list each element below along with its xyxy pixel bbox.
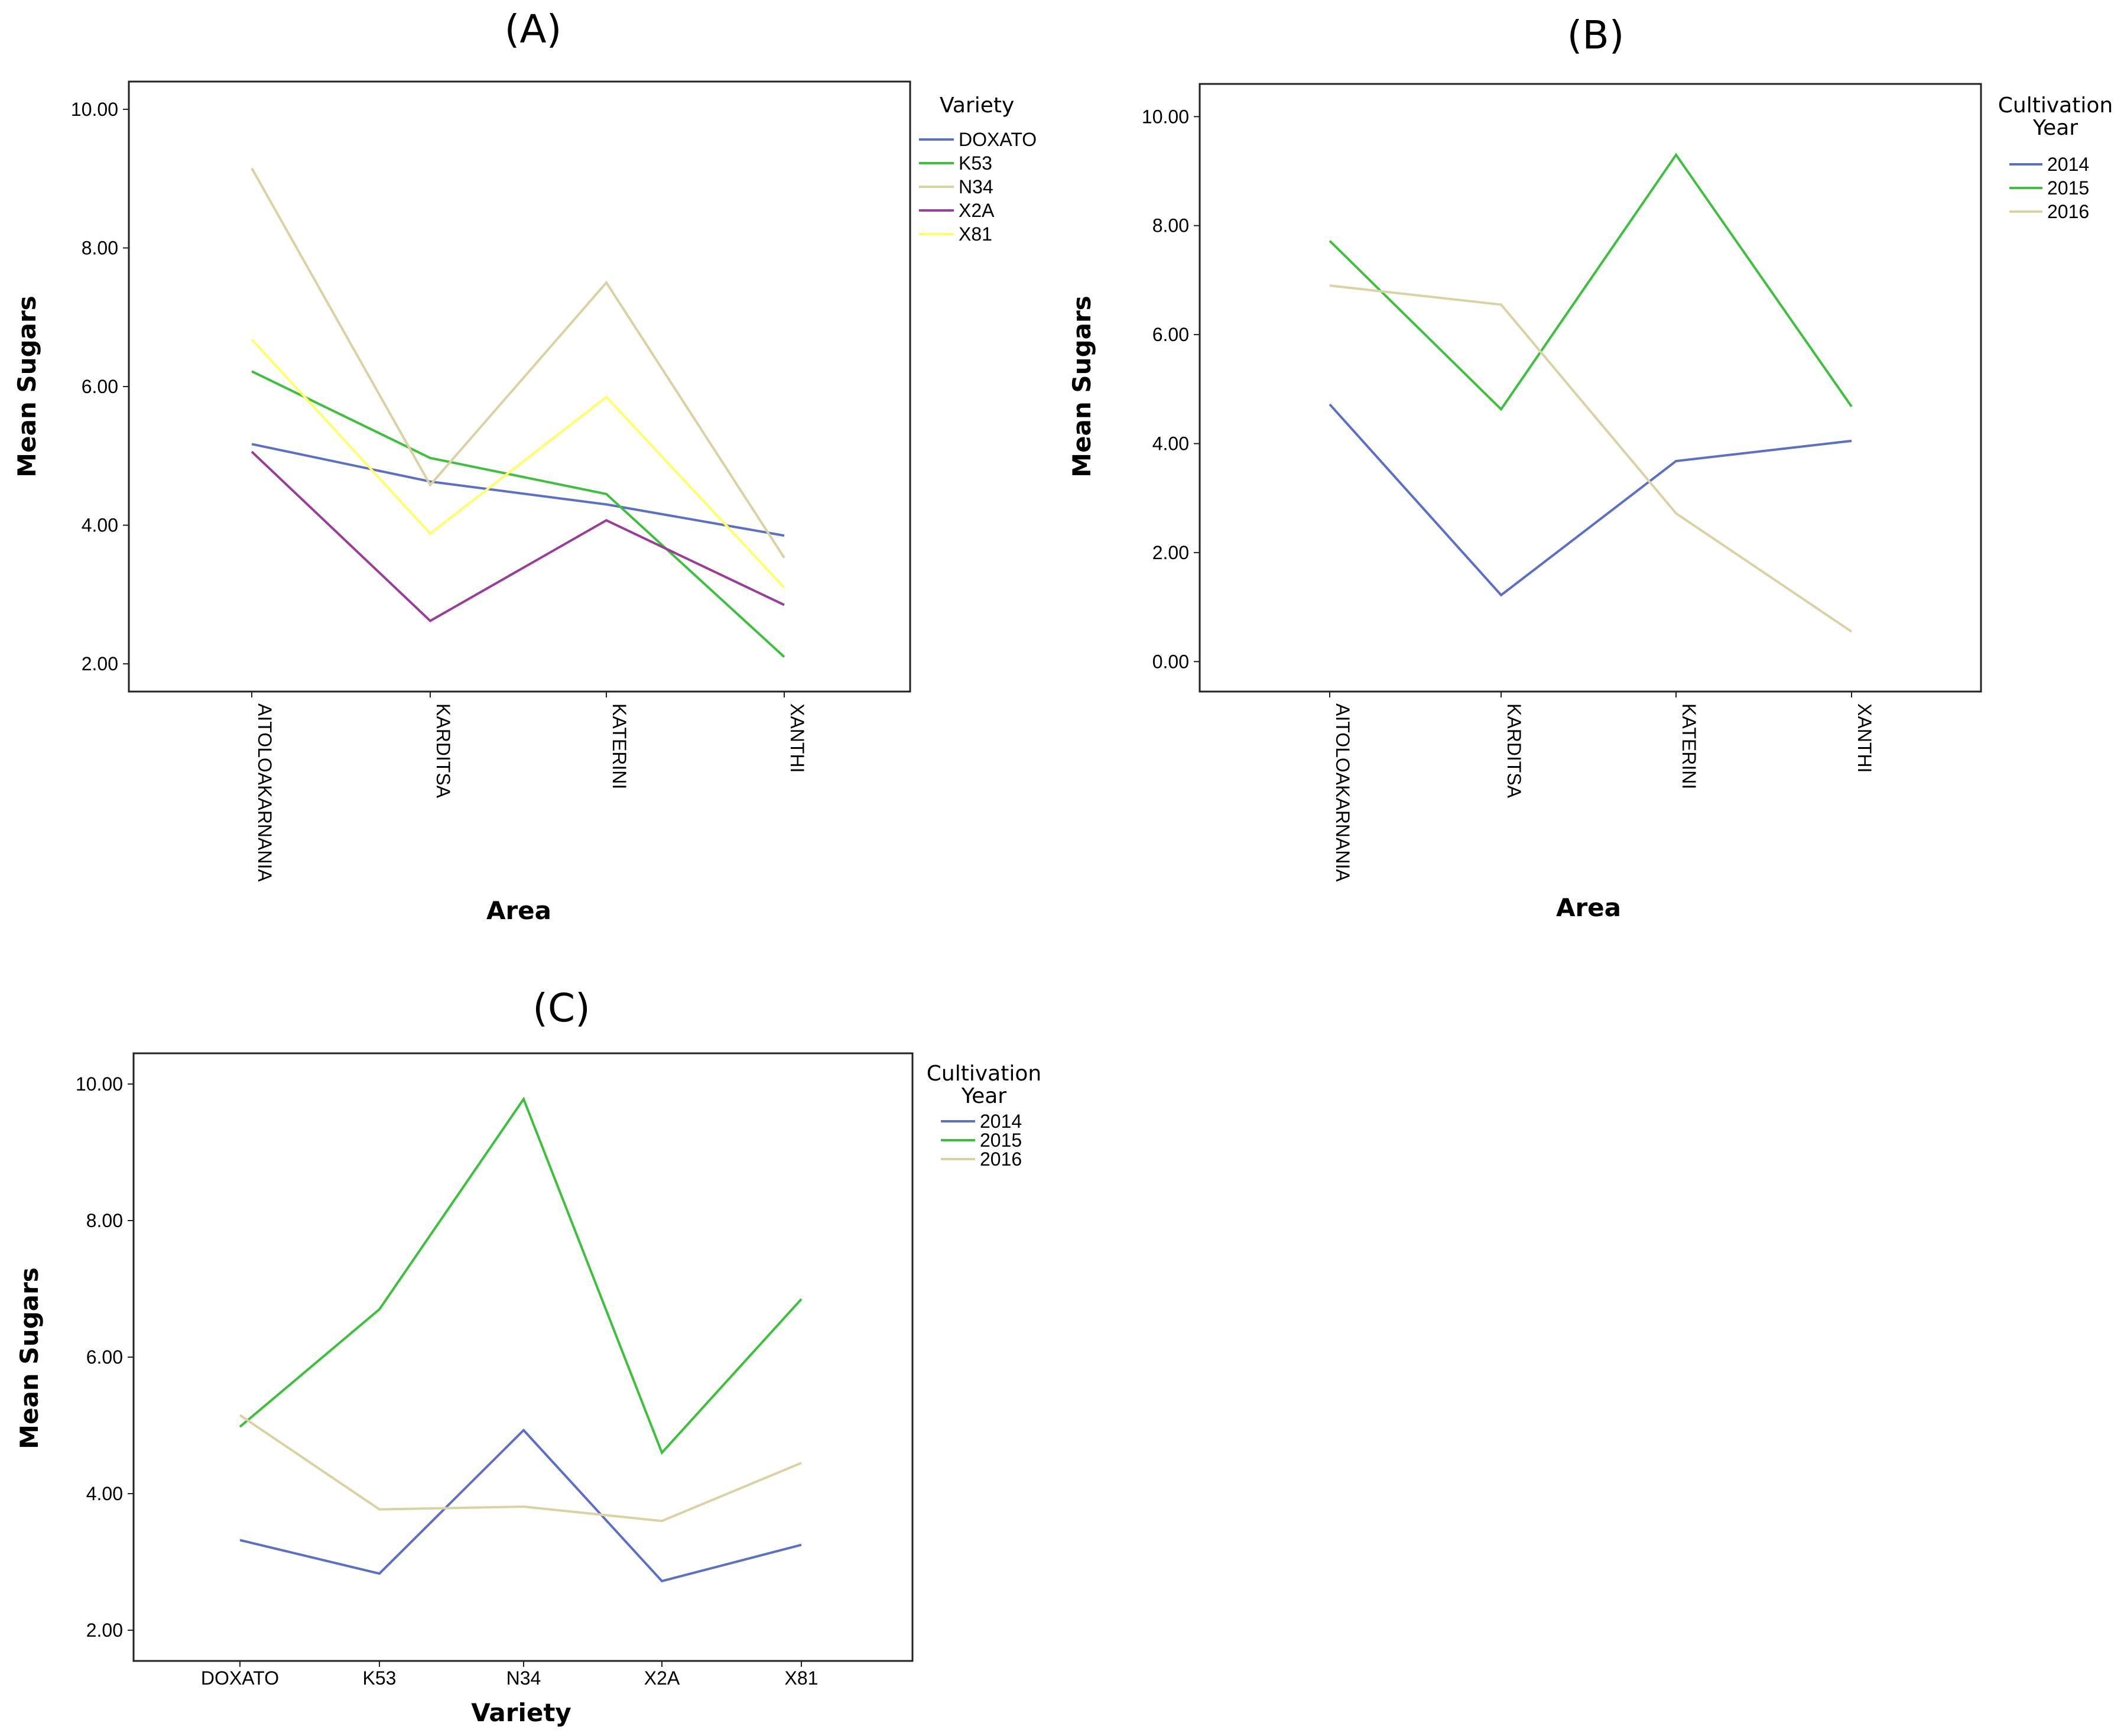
- series-line-2016: [239, 1414, 802, 1523]
- chart-title: (B): [1567, 12, 1625, 58]
- x-tick-label: X81: [785, 1667, 819, 1689]
- series-line-2015: [1329, 152, 1853, 411]
- chart-panel-0: (A) 2.00 4.00 6.00 8.00 10.00 AITOLOAKARNANIA K…: [12, 7, 1037, 925]
- chart-title: (C): [532, 985, 590, 1031]
- chart-panel-1: (B) 0.00 2.00 4.00 6.00 8.00 10.00 AITOLOAKARNA…: [1067, 12, 2113, 922]
- y-axis-label: Mean Sugars: [15, 1267, 44, 1449]
- y-tick-label: 2.00: [82, 653, 118, 674]
- y-tick-label: 10.00: [76, 1073, 123, 1095]
- y-axis-label: Mean Sugars: [12, 296, 41, 477]
- x-tick-label: KARDITSA: [1503, 703, 1525, 799]
- x-axis-label: Area: [1556, 893, 1621, 922]
- legend-label: K53: [959, 152, 992, 174]
- x-tick-label: AITOLOAKARNANIA: [1332, 703, 1353, 882]
- y-tick-label: 6.00: [1152, 324, 1189, 345]
- y-tick-label: 4.00: [86, 1483, 123, 1504]
- legend-label: 2015: [980, 1130, 1022, 1151]
- x-tick-label: XANTHI: [1854, 703, 1875, 773]
- legend-label: X2A: [959, 200, 995, 221]
- x-tick-label: DOXATO: [201, 1667, 279, 1689]
- plot-frame: [132, 1052, 914, 1662]
- x-tick-label: XANTHI: [787, 703, 808, 773]
- y-tick-label: 8.00: [1152, 215, 1189, 236]
- legend-label: X81: [959, 223, 992, 245]
- y-tick-label: 10.00: [1142, 106, 1189, 127]
- y-tick-label: 6.00: [86, 1346, 123, 1368]
- series-line-2016: [1329, 284, 1853, 633]
- legend-label: DOXATO: [959, 129, 1037, 150]
- x-tick-label: AITOLOAKARNANIA: [254, 703, 275, 882]
- y-tick-label: 2.00: [86, 1620, 123, 1641]
- legend-title: Year: [961, 1084, 1006, 1108]
- y-tick-label: 4.00: [1152, 433, 1189, 455]
- series-line-X2A: [251, 450, 785, 622]
- y-axis-label: Mean Sugars: [1067, 296, 1096, 477]
- y-tick-label: 8.00: [86, 1210, 123, 1231]
- series-line-K53: [251, 370, 785, 658]
- series-line-2014: [239, 1428, 802, 1583]
- x-tick-label: K53: [363, 1667, 397, 1689]
- legend-title: Variety: [940, 93, 1014, 118]
- x-tick-label: N34: [506, 1667, 541, 1689]
- series-line-2014: [1329, 403, 1852, 597]
- x-tick-label: KATERINI: [1678, 703, 1700, 789]
- y-tick-label: 4.00: [82, 515, 118, 536]
- plot-frame: [128, 80, 911, 693]
- y-tick-label: 0.00: [1152, 651, 1189, 672]
- y-tick-label: 2.00: [1152, 542, 1189, 563]
- series-line-N34: [251, 167, 785, 559]
- chart-panel-2: (C) 2.00 4.00 6.00 8.00 10.00 DOXATO K53 N34 X2A X…: [15, 985, 1041, 1727]
- legend-label: 2015: [2047, 177, 2089, 199]
- x-tick-label: X2A: [644, 1667, 680, 1689]
- series-line-DOXATO: [251, 443, 785, 537]
- x-axis-label: Variety: [471, 1698, 571, 1727]
- legend-label: 2014: [2047, 154, 2089, 175]
- x-axis-label: Area: [486, 896, 551, 925]
- y-tick-label: 8.00: [82, 237, 118, 258]
- chart-title: (A): [505, 7, 562, 52]
- legend-title: Cultivation: [927, 1062, 1041, 1086]
- y-tick-label: 10.00: [71, 99, 118, 120]
- plot-frame: [1199, 83, 1982, 693]
- x-tick-label: KARDITSA: [433, 703, 454, 799]
- legend-label: 2016: [2047, 201, 2089, 222]
- x-tick-label: KATERINI: [609, 703, 630, 789]
- series-line-X81: [251, 338, 785, 589]
- legend-title: Year: [2032, 116, 2078, 140]
- series-line-2015: [239, 1096, 803, 1455]
- legend-label: 2016: [980, 1148, 1022, 1170]
- y-tick-label: 6.00: [82, 376, 118, 397]
- legend-label: 2014: [980, 1111, 1022, 1132]
- legend-label: N34: [959, 176, 993, 197]
- legend-title: Cultivation: [1998, 93, 2113, 118]
